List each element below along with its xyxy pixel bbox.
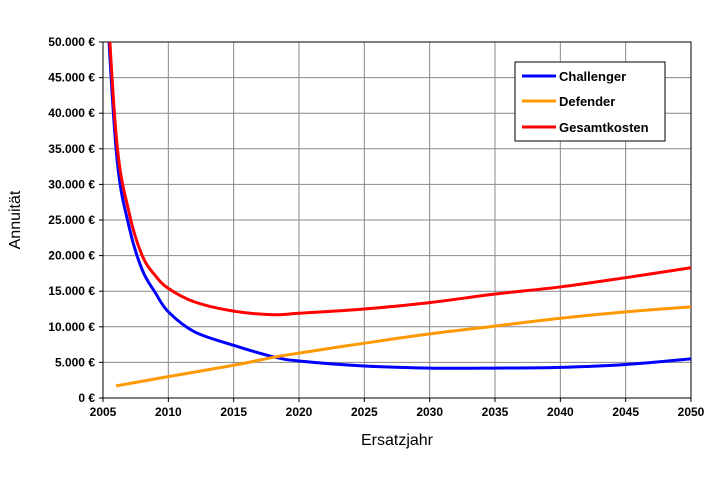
x-tick-label: 2020 — [286, 405, 313, 419]
series-lines — [107, 42, 691, 388]
x-axis-label: Ersatzjahr — [361, 432, 434, 449]
y-axis-label: Annuität — [7, 190, 24, 249]
legend-label-gesamtkosten: Gesamtkosten — [559, 120, 649, 135]
legend-label-defender: Defender — [559, 94, 615, 109]
y-tick-label: 0 € — [78, 391, 95, 405]
y-tick-label: 5.000 € — [55, 355, 95, 369]
x-tick-label: 2050 — [678, 405, 705, 419]
y-tick-label: 10.000 € — [48, 320, 95, 334]
y-tick-label: 15.000 € — [48, 284, 95, 298]
y-tick-label: 35.000 € — [48, 142, 95, 156]
grid — [102, 41, 692, 399]
y-tick-label: 25.000 € — [48, 213, 95, 227]
x-tick-label: 2015 — [220, 405, 247, 419]
y-axis: 0 € 5.000 € 10.000 € 15.000 € 20.000 € 25.000… — [48, 35, 103, 405]
y-tick-label: 20.000 € — [48, 249, 95, 263]
y-tick-label: 45.000 € — [48, 71, 95, 85]
x-axis: 2005 2010 2015 2020 2025 2030 2035 2040 2045 2050 — [90, 398, 705, 419]
y-tick-label: 50.000 € — [48, 35, 95, 49]
x-tick-label: 2030 — [416, 405, 443, 419]
legend-label-challenger: Challenger — [559, 69, 626, 84]
series-line-gesamtkosten — [108, 42, 691, 317]
x-tick-label: 2045 — [612, 405, 639, 419]
x-tick-label: 2025 — [351, 405, 378, 419]
x-tick-label: 2035 — [482, 405, 509, 419]
series-line-challenger — [107, 42, 691, 370]
y-tick-label: 30.000 € — [48, 177, 95, 191]
y-tick-label: 40.000 € — [48, 106, 95, 120]
x-tick-label: 2040 — [547, 405, 574, 419]
x-tick-label: 2005 — [90, 405, 117, 419]
legend: Challenger Defender Gesamtkosten — [514, 61, 666, 142]
series-line-defender — [115, 305, 691, 388]
x-tick-label: 2010 — [155, 405, 182, 419]
